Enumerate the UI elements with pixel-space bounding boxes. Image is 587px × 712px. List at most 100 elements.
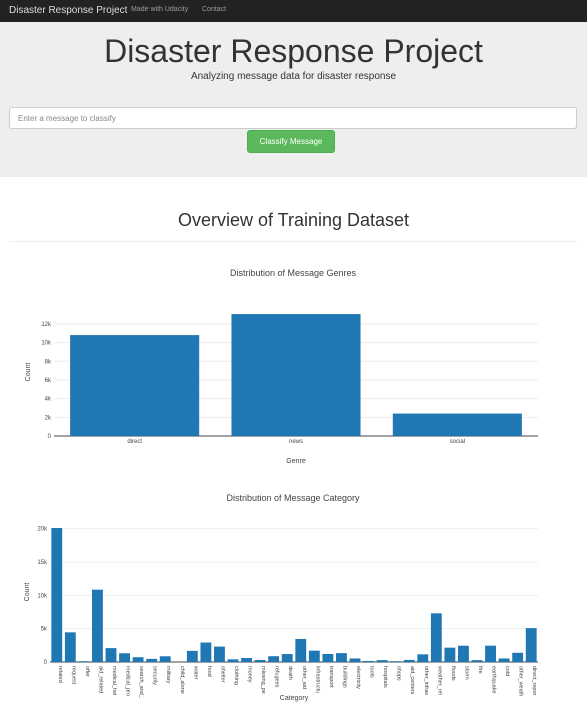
x-tick-label: electricity: [355, 666, 361, 689]
bar: [119, 653, 130, 662]
x-tick-label: search_and_: [138, 666, 144, 699]
y-tick-label: 5k: [41, 627, 48, 633]
bar: [430, 613, 442, 662]
bar: [281, 654, 293, 662]
bar: [363, 660, 374, 662]
x-tick-label: hospitals: [382, 666, 388, 688]
y-tick-label: 0: [48, 434, 52, 440]
x-tick-label: security: [152, 666, 158, 685]
y-tick-label: 15k: [37, 560, 48, 566]
x-tick-label: food: [206, 666, 212, 677]
x-tick-label: water: [192, 665, 198, 680]
category-chart: Distribution of Message Category 0 5k 10k 15…: [24, 493, 538, 702]
x-tick-label: missing_pe: [260, 666, 266, 694]
bar: [231, 314, 361, 436]
x-tick-label: transport: [328, 666, 334, 688]
bar: [392, 413, 522, 436]
page-subtitle: Analyzing message data for disaster resp…: [190, 71, 397, 82]
x-tick-label: weather_rel: [436, 665, 442, 695]
x-tick-label: money: [247, 666, 253, 683]
x-tick-label: fire: [477, 666, 483, 674]
divider: [9, 241, 577, 242]
message-input[interactable]: [9, 107, 577, 129]
x-tick-label: direct_repor: [531, 666, 537, 696]
y-axis-label: Count: [25, 363, 32, 382]
nav-link-contact[interactable]: Contact: [202, 6, 227, 13]
bar: [268, 656, 280, 662]
y-tick-label: 4k: [45, 397, 52, 403]
x-tick-label: request: [70, 666, 76, 685]
navbar-brand[interactable]: Disaster Response Project: [9, 5, 128, 16]
bar: [254, 660, 266, 662]
bar: [186, 650, 198, 662]
x-axis-label: Genre: [286, 458, 306, 465]
x-tick-label: other_aid: [301, 666, 307, 689]
x-tick-label: offer: [84, 666, 90, 677]
chart-title: Distribution of Message Genres: [230, 268, 357, 278]
bar: [458, 645, 469, 662]
bar: [403, 659, 415, 662]
bar: [78, 661, 90, 662]
bar: [146, 658, 158, 662]
bar: [336, 653, 347, 662]
y-tick-label: 10k: [37, 593, 48, 599]
chart-title: Distribution of Message Category: [226, 493, 360, 503]
bar: [390, 661, 402, 662]
bar: [308, 650, 320, 662]
x-tick-label: direct: [127, 439, 142, 445]
y-tick-label: 8k: [45, 359, 52, 365]
x-tick-label: floods: [450, 666, 456, 681]
bar: [512, 652, 524, 662]
bar: [349, 658, 361, 662]
bar: [241, 658, 252, 662]
y-tick-label: 0: [44, 660, 48, 666]
x-tick-label: earthquake: [491, 666, 497, 694]
y-axis-label: Count: [24, 583, 31, 602]
bar: [471, 660, 483, 662]
nav-link-udacity[interactable]: Made with Udacity: [131, 6, 189, 13]
x-tick-label: military: [165, 666, 171, 684]
bar: [525, 628, 537, 662]
bar: [92, 589, 103, 662]
bar: [485, 645, 496, 662]
x-tick-label: shelter: [219, 666, 225, 683]
x-tick-label: buildings: [341, 666, 347, 688]
x-tick-label: cold: [504, 666, 510, 676]
y-tick-label: 6k: [45, 378, 52, 384]
y-tick-label: 10k: [41, 341, 52, 347]
y-tick-label: 12k: [41, 322, 52, 328]
x-tick-label: storm: [463, 666, 469, 680]
bar: [159, 656, 171, 662]
x-tick-label: news: [289, 439, 303, 445]
x-tick-label: clothing: [233, 666, 239, 685]
bar: [295, 639, 307, 662]
page-title: Disaster Response Project: [104, 33, 483, 69]
bar: [417, 654, 429, 662]
bar: [214, 646, 225, 662]
bar: [444, 647, 456, 662]
bar: [227, 659, 239, 662]
bar: [376, 660, 388, 662]
x-tick-label: aid_centers: [409, 666, 415, 695]
x-tick-label: infrastructu: [314, 666, 320, 693]
bar: [200, 642, 212, 662]
x-tick-label: shops: [396, 666, 402, 681]
x-tick-label: child_alone: [179, 666, 185, 694]
x-axis-label: Category: [280, 695, 309, 702]
x-tick-label: other_infras: [423, 666, 429, 695]
x-tick-label: medical_hel: [111, 666, 117, 695]
x-tick-label: death: [287, 666, 293, 680]
overview-title: Overview of Training Dataset: [177, 210, 410, 230]
x-tick-label: other_weath: [518, 666, 524, 696]
y-tick-label: 20k: [37, 527, 48, 533]
classify-message-button[interactable]: Classify Message: [247, 130, 335, 153]
bar: [70, 335, 200, 436]
x-tick-label: aid_related: [97, 666, 103, 693]
bar: [498, 658, 510, 662]
x-tick-label: refugees: [274, 666, 280, 688]
bar: [105, 648, 117, 662]
bar: [64, 632, 76, 662]
genre-chart: Distribution of Message Genres 0 2k 4k 6k 8k 1…: [25, 268, 538, 465]
x-tick-label: related: [57, 666, 63, 683]
navbar: Disaster Response Project Made with Udac…: [0, 0, 587, 22]
